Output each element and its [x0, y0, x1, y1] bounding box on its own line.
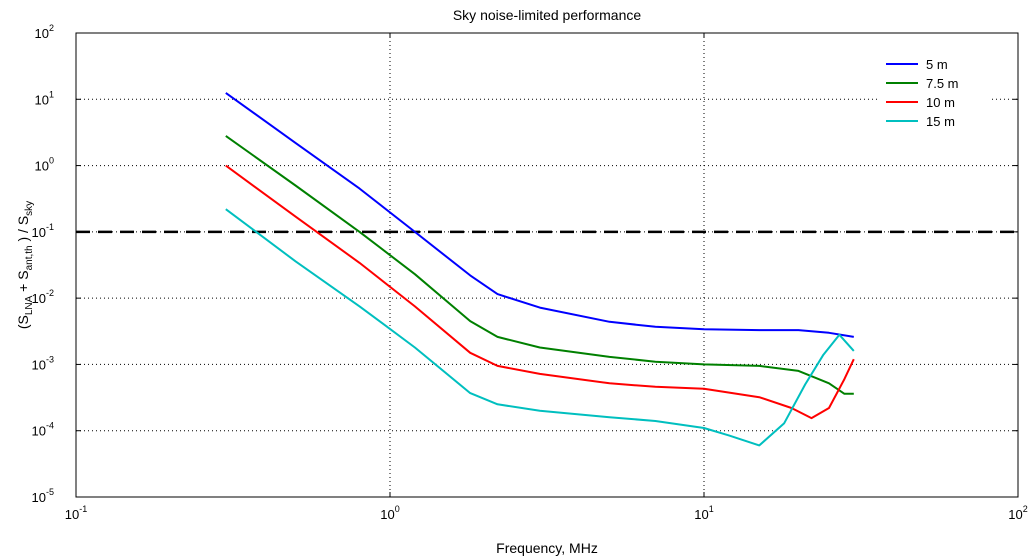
- x-tick-label: 102: [1008, 504, 1027, 522]
- x-tick-exp: 0: [395, 504, 400, 514]
- y-tick-exp: 2: [49, 23, 54, 33]
- y-tick-base: 10: [32, 225, 46, 240]
- series-group: [225, 92, 855, 447]
- y-tick-exp: 0: [49, 156, 54, 166]
- x-tick-exp: 1: [709, 504, 714, 514]
- y-label-mid: + S: [15, 270, 31, 295]
- grid: [76, 33, 1018, 497]
- x-axis-label: Frequency, MHz: [496, 540, 598, 556]
- x-tick-label: 100: [380, 504, 399, 522]
- y-tick-exp: -1: [46, 222, 54, 232]
- y-tick-label: 10-3: [32, 354, 54, 372]
- x-tick-base: 10: [694, 507, 708, 522]
- series-line-1: [225, 135, 854, 395]
- series-line-2: [225, 164, 855, 420]
- x-tick-exp: 2: [1023, 504, 1028, 514]
- y-tick-base: 10: [32, 490, 46, 505]
- y-tick-label: 10-1: [32, 222, 54, 240]
- y-tick-label: 10-5: [32, 487, 54, 505]
- y-tick-label: 10-2: [32, 288, 54, 306]
- y-tick-label: 102: [35, 23, 54, 41]
- x-tick-exp: -1: [79, 504, 87, 514]
- y-tick-exp: -2: [46, 288, 54, 298]
- y-tick-base: 10: [32, 291, 46, 306]
- y-tick-exp: -5: [46, 487, 54, 497]
- x-tick-base: 10: [1008, 507, 1022, 522]
- x-tick-base: 10: [380, 507, 394, 522]
- y-tick-exp: 1: [49, 89, 54, 99]
- y-tick-exp: -4: [46, 421, 54, 431]
- y-label-prefix: (S: [15, 315, 31, 329]
- plot-frame: [75, 32, 1019, 498]
- y-tick-label: 10-4: [32, 421, 54, 439]
- y-tick-label: 100: [35, 156, 54, 174]
- series-line-3: [225, 208, 855, 447]
- x-tick-base: 10: [65, 507, 79, 522]
- legend-label: 10 m: [926, 95, 955, 110]
- y-axis-label: (SLNA + Sant,th ) / Ssky: [15, 201, 35, 329]
- y-label-sub-ant: ant,th: [24, 245, 35, 270]
- y-tick-label: 101: [35, 89, 54, 107]
- y-label-sub-lna: LNA: [24, 295, 35, 315]
- y-tick-base: 10: [32, 424, 46, 439]
- legend-label: 7.5 m: [926, 76, 959, 91]
- legend: 5 m 7.5 m 10 m 15 m: [880, 52, 990, 136]
- chart-title: Sky noise-limited performance: [453, 7, 642, 23]
- x-tick-labels: 10-1 100 101 102: [65, 33, 1028, 522]
- y-tick-base: 10: [35, 26, 49, 41]
- x-tick-label: 10-1: [65, 504, 87, 522]
- y-label-sub-sky: sky: [24, 201, 35, 216]
- x-tick-label: 101: [694, 504, 713, 522]
- series-line-0: [225, 92, 854, 338]
- y-tick-exp: -3: [46, 354, 54, 364]
- y-label-mid2: ) / S: [15, 216, 31, 246]
- y-tick-base: 10: [32, 357, 46, 372]
- y-tick-base: 10: [35, 159, 49, 174]
- legend-label: 15 m: [926, 114, 955, 129]
- y-tick-base: 10: [35, 92, 49, 107]
- legend-label: 5 m: [926, 57, 948, 72]
